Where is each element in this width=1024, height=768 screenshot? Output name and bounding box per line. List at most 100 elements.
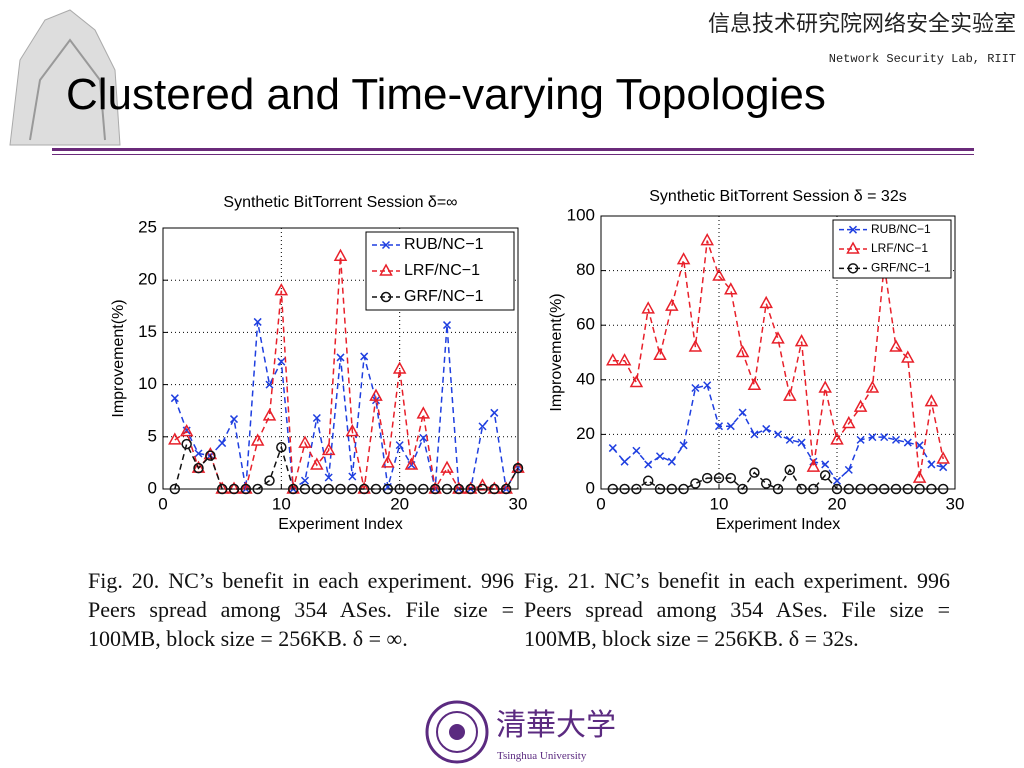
marker (846, 241, 860, 254)
marker (311, 483, 323, 495)
marker (335, 483, 346, 495)
marker (512, 462, 524, 474)
y-tick-label: 25 (138, 217, 157, 236)
lab-name-en: Network Security Lab, RIIT (828, 52, 1016, 66)
marker (927, 460, 936, 469)
marker (749, 467, 760, 478)
legend-label: LRF/NC−1 (404, 262, 480, 279)
marker (440, 460, 454, 473)
marker (856, 435, 865, 444)
marker (773, 430, 783, 439)
y-axis-label: Improvement(%) (110, 299, 127, 417)
marker (179, 424, 194, 437)
marker (738, 408, 747, 417)
marker (641, 301, 655, 314)
marker (478, 422, 487, 431)
marker (333, 248, 348, 261)
marker (370, 483, 382, 495)
marker (772, 483, 784, 495)
logo-name-cn: 清華大学 (496, 708, 616, 743)
marker (336, 353, 345, 362)
y-tick-label: 20 (138, 270, 157, 289)
marker (821, 460, 830, 469)
marker (240, 483, 252, 495)
marker (713, 472, 725, 484)
marker (382, 483, 394, 495)
marker (785, 435, 794, 444)
y-tick-label: 60 (576, 315, 595, 334)
marker (324, 473, 333, 482)
marker (298, 435, 312, 448)
marker (360, 352, 369, 361)
marker (847, 263, 859, 274)
marker (453, 483, 465, 495)
marker (794, 334, 809, 347)
marker (477, 483, 488, 495)
marker (404, 457, 419, 470)
marker (703, 381, 712, 390)
marker (203, 446, 218, 460)
marker (312, 413, 321, 423)
y-tick-label: 100 (567, 205, 595, 224)
marker (735, 344, 750, 358)
marker (489, 483, 500, 495)
legend-label: GRF/NC−1 (871, 261, 931, 275)
marker (216, 483, 228, 495)
marker (737, 483, 748, 495)
marker (300, 476, 310, 485)
marker (655, 452, 665, 461)
marker (620, 457, 629, 466)
marker (726, 422, 735, 431)
marker (889, 339, 903, 352)
marker (274, 283, 289, 296)
marker (169, 483, 181, 495)
marker (891, 435, 901, 444)
x-axis-label: Experiment Index (716, 516, 841, 533)
marker (784, 464, 796, 476)
marker (679, 441, 688, 450)
marker (406, 483, 417, 495)
marker (299, 483, 311, 495)
marker (724, 282, 738, 295)
marker (853, 399, 868, 412)
marker (831, 483, 843, 495)
marker (688, 339, 703, 352)
marker (843, 483, 855, 495)
divider (52, 148, 974, 151)
marker (629, 374, 644, 388)
y-tick-label: 0 (586, 478, 595, 497)
marker (395, 441, 404, 450)
marker (902, 483, 914, 495)
marker (277, 357, 286, 366)
marker (830, 432, 844, 445)
marker (924, 394, 939, 407)
corner-drawing (9, 9, 121, 146)
marker (762, 424, 771, 433)
marker (607, 483, 619, 495)
marker (912, 470, 927, 483)
marker (265, 380, 274, 389)
marker (676, 252, 691, 265)
marker (725, 472, 737, 484)
marker (416, 406, 431, 419)
legend-label: RUB/NC−1 (404, 236, 484, 253)
marker (901, 350, 915, 363)
marker (369, 388, 383, 401)
marker (392, 361, 407, 374)
marker (937, 483, 949, 495)
marker (690, 478, 701, 489)
marker (170, 394, 179, 403)
marker (926, 483, 937, 495)
marker (500, 483, 512, 495)
marker (642, 475, 654, 487)
marker (381, 240, 391, 250)
x-tick-label: 30 (946, 494, 965, 513)
x-tick-label: 20 (828, 494, 847, 513)
marker (264, 475, 275, 486)
marker (358, 483, 370, 495)
marker (193, 462, 204, 474)
y-tick-label: 5 (148, 426, 157, 445)
marker (379, 263, 393, 276)
series-line (174, 441, 519, 490)
marker (750, 430, 759, 439)
